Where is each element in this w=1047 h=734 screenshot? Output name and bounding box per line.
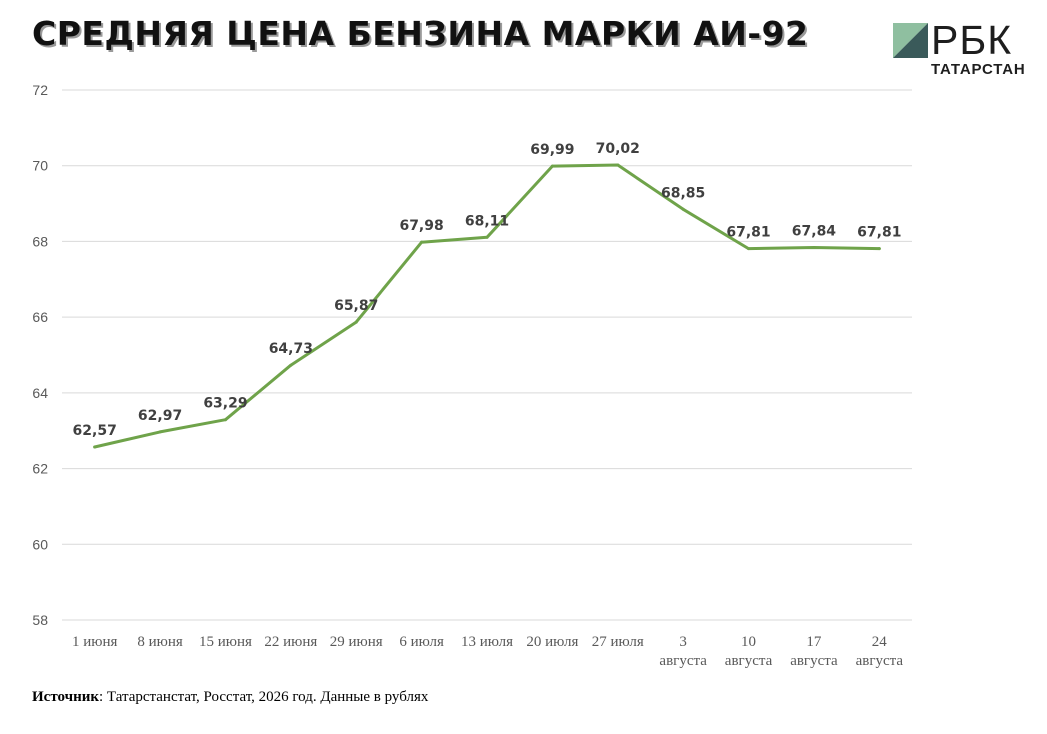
x-tick-label: 6 июля: [399, 634, 444, 650]
rbc-logo-mark: [893, 23, 928, 58]
data-point: [485, 235, 489, 239]
x-tick-label: 8 июня: [137, 634, 183, 650]
data-label: 63,29: [203, 396, 247, 412]
rbc-logo: РБК ТАТАРСТАН: [893, 17, 1033, 82]
x-tick-label: 24 августа: [856, 634, 904, 669]
y-tick-label: 60: [32, 536, 48, 552]
x-tick-label: 10 августа: [725, 634, 773, 669]
data-label: 70,02: [596, 141, 640, 157]
data-point: [420, 240, 424, 244]
x-tick-label: 27 июля: [592, 634, 644, 650]
data-point: [354, 320, 358, 324]
data-point: [223, 418, 227, 422]
data-label: 62,97: [138, 408, 182, 424]
data-point: [93, 445, 97, 449]
source-note: Источник: Татарстанстат, Росстат, 2026 г…: [32, 689, 428, 706]
x-tick-label: 22 июня: [264, 634, 317, 650]
data-point: [877, 247, 881, 251]
data-point: [747, 247, 751, 251]
data-label: 62,57: [73, 423, 117, 439]
data-label: 67,84: [792, 223, 837, 239]
line-chart: 58 60 62 64 66 68 70 72 1 июня 8 июня 15 июня 22 ию…: [32, 82, 912, 669]
data-label: 68,85: [661, 185, 705, 201]
data-point: [158, 430, 162, 434]
x-tick-label: 3 августа: [659, 634, 707, 669]
x-tick-label: 17 августа: [790, 634, 838, 669]
y-tick-label: 64: [32, 385, 48, 401]
data-point: [681, 207, 685, 211]
data-label: 67,98: [399, 218, 443, 234]
x-tick-label: 15 июня: [199, 634, 252, 650]
data-label: 68,11: [465, 213, 509, 229]
y-tick-label: 66: [32, 309, 48, 325]
y-tick-label: 68: [32, 233, 48, 249]
y-tick-label: 72: [32, 82, 48, 98]
source-label: Источник: [32, 689, 99, 705]
chart-title: СРЕДНЯЯ ЦЕНА БЕНЗИНА МАРКИ АИ-92: [32, 14, 809, 53]
logo-subtitle: ТАТАРСТАН: [931, 61, 1026, 78]
data-label: 69,99: [530, 142, 574, 158]
data-label: 67,81: [857, 225, 901, 241]
y-tick-label: 70: [32, 158, 48, 174]
logo-name: РБК: [931, 17, 1013, 63]
x-tick-label: 1 июня: [72, 634, 118, 650]
data-point: [616, 163, 620, 167]
y-tick-label: 58: [32, 612, 48, 628]
data-label: 65,87: [334, 298, 378, 314]
y-tick-label: 62: [32, 461, 48, 477]
x-tick-label: 20 июля: [526, 634, 578, 650]
data-point: [550, 164, 554, 168]
x-tick-label: 13 июля: [461, 634, 513, 650]
data-label: 64,73: [269, 341, 313, 357]
source-text: : Татарстанстат, Росстат, 2026 год. Данн…: [99, 689, 429, 705]
data-point: [812, 245, 816, 249]
x-tick-label: 29 июня: [330, 634, 383, 650]
data-label: 67,81: [726, 225, 770, 241]
data-point: [289, 363, 293, 367]
